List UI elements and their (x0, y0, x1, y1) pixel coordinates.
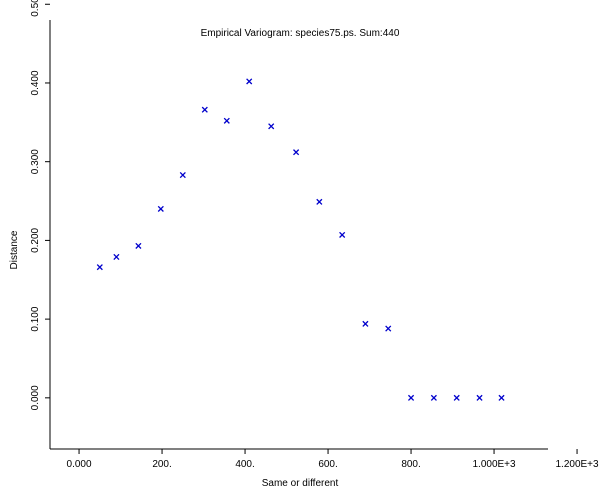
data-point (293, 149, 300, 156)
data-point (407, 394, 415, 401)
data-point (339, 231, 346, 238)
data-point (223, 117, 230, 124)
data-point (430, 394, 437, 401)
x-tick-label: 1.000E+3 (472, 459, 516, 470)
data-point (362, 320, 369, 327)
data-point (453, 394, 460, 401)
data-point (316, 198, 323, 205)
data-point (385, 325, 392, 332)
data-point (135, 242, 142, 249)
data-point (498, 394, 505, 401)
y-tick-label: 0.200 (30, 227, 41, 252)
x-tick-label: 0.000 (67, 459, 92, 470)
data-point (179, 172, 186, 179)
data-points (96, 78, 505, 401)
y-tick-label: 0.100 (30, 306, 41, 331)
x-axis-label: Same or different (262, 478, 339, 489)
y-tick-label: 0.400 (30, 70, 41, 95)
data-point (157, 205, 164, 212)
x-tick-label: 200. (152, 459, 171, 470)
data-point (246, 78, 253, 85)
data-point (268, 123, 275, 130)
y-tick-label: 0.300 (30, 149, 41, 174)
data-point (113, 253, 120, 260)
y-ticks: 0.000 0.100 0.200 0.300 0.400 0.500 (30, 0, 50, 410)
data-point (476, 394, 483, 401)
x-tick-label: 600. (318, 459, 337, 470)
x-ticks: 0.000 200. 400. 600. 800. 1.000E+3 1.200E+3 (67, 449, 599, 470)
x-tick-label: 1.200E+3 (555, 459, 599, 470)
y-tick-label: 0.000 (30, 385, 41, 410)
x-tick-label: 800. (401, 459, 420, 470)
data-point (96, 264, 103, 271)
axes (49, 20, 548, 450)
data-point (201, 106, 208, 113)
x-tick-label: 400. (235, 459, 254, 470)
chart-title: Empirical Variogram: species75.ps. Sum:4… (201, 28, 400, 39)
y-axis-label: Distance (9, 230, 20, 269)
y-tick-label: 0.500 (30, 0, 41, 17)
